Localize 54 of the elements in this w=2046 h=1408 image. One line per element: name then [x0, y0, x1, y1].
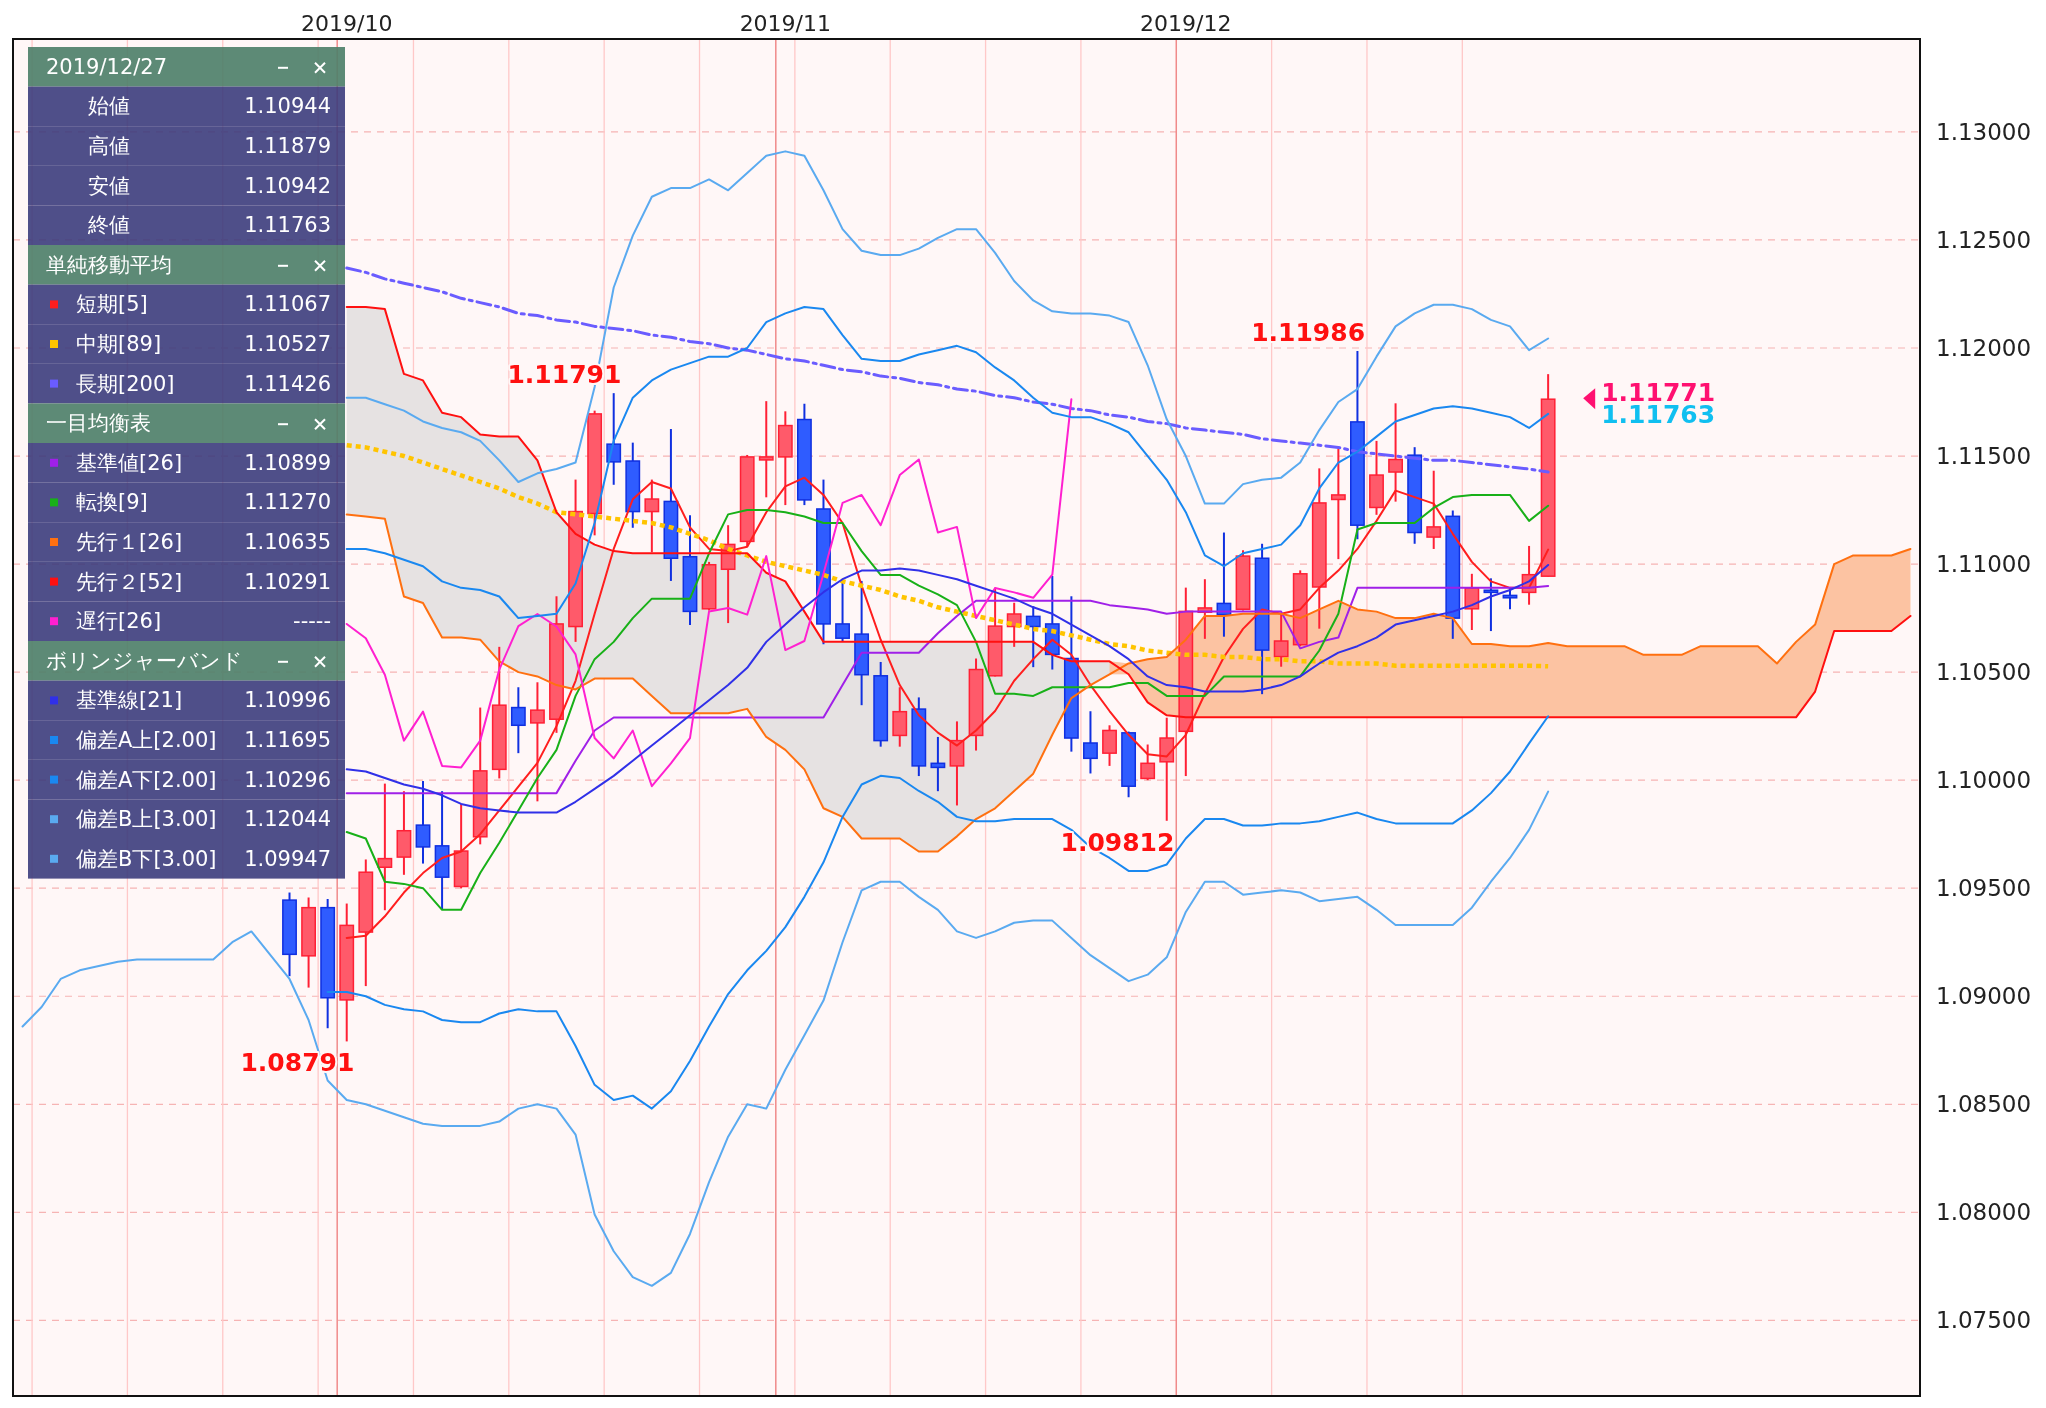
x-tick-label: 2019/12 — [1140, 11, 1232, 36]
legend-label: 先行１[26] — [76, 530, 183, 554]
annotation: 1.10996 — [244, 688, 331, 713]
y-tick-label: 1.12000 — [1936, 335, 2032, 361]
annotation: 1.11879 — [244, 134, 331, 158]
legend-label: 中期[89] — [76, 332, 162, 356]
legend-label: 偏差B上[3.00] — [76, 807, 217, 832]
annotation: 安値 — [88, 173, 130, 198]
y-tick-label: 1.11500 — [1936, 443, 2032, 470]
annotation: 1.10291 — [244, 569, 331, 594]
annotation: 1.11986 — [1251, 318, 1366, 348]
annotation: 1.10942 — [244, 173, 331, 198]
annotation: 1.11695 — [244, 728, 331, 752]
annotation: 1.10296 — [244, 767, 331, 792]
y-tick-label: 1.08000 — [1936, 1199, 2032, 1226]
y-tick-label: 1.08500 — [1936, 1091, 2032, 1118]
x-tick-label: 2019/10 — [301, 11, 393, 36]
annotation: 1.10944 — [244, 94, 331, 119]
y-tick-label: 1.13000 — [1936, 118, 2032, 145]
y-tick-label: 1.12500 — [1936, 226, 2032, 253]
legend-label: 先行２[52] — [76, 569, 183, 594]
legend-label: 偏差B下[3.00] — [76, 846, 217, 871]
legend-label: 転換[9] — [76, 490, 148, 515]
y-tick-label: 1.09500 — [1936, 875, 2032, 902]
y-tick-label: 1.07500 — [1936, 1307, 2032, 1334]
annotation: 1.11270 — [244, 490, 331, 515]
y-tick-label: 1.11000 — [1936, 551, 2032, 578]
legend-label: 遅行[26] — [76, 609, 162, 634]
annotation: 終値 — [87, 213, 130, 238]
annotation: 単純移動平均 — [46, 252, 172, 277]
annotation: 1.10899 — [244, 450, 331, 475]
legend-label: 基準線[21] — [76, 688, 183, 713]
annotation: 1.09947 — [244, 846, 331, 871]
annotation: ボリンジャーバンド — [46, 648, 243, 673]
annotation: ----- — [293, 609, 331, 634]
legend-label: 偏差A下[2.00] — [76, 767, 217, 792]
legend-label: 偏差A上[2.00] — [76, 728, 217, 752]
annotation: 1.11426 — [244, 371, 331, 396]
y-tick-label: 1.09000 — [1936, 983, 2032, 1010]
annotation: 1.11067 — [244, 292, 331, 317]
annotation: 1.10635 — [244, 530, 331, 554]
annotation: 1.11763 — [244, 213, 331, 238]
annotation: 1.10527 — [244, 332, 331, 356]
legend-label: 長期[200] — [76, 371, 175, 396]
legend-label: 短期[5] — [76, 292, 148, 317]
annotation: 高値 — [88, 134, 130, 158]
legend-label: 基準値[26] — [76, 450, 183, 475]
x-tick-label: 2019/11 — [739, 11, 832, 36]
y-tick-label: 1.10000 — [1936, 767, 2032, 794]
annotation: 1.12044 — [244, 807, 331, 832]
y-tick-label: 1.10500 — [1936, 659, 2032, 686]
annotation: 2019/12/27 — [46, 54, 168, 79]
annotation: 一目均衡表 — [46, 411, 151, 436]
annotation: 始値 — [88, 94, 130, 119]
